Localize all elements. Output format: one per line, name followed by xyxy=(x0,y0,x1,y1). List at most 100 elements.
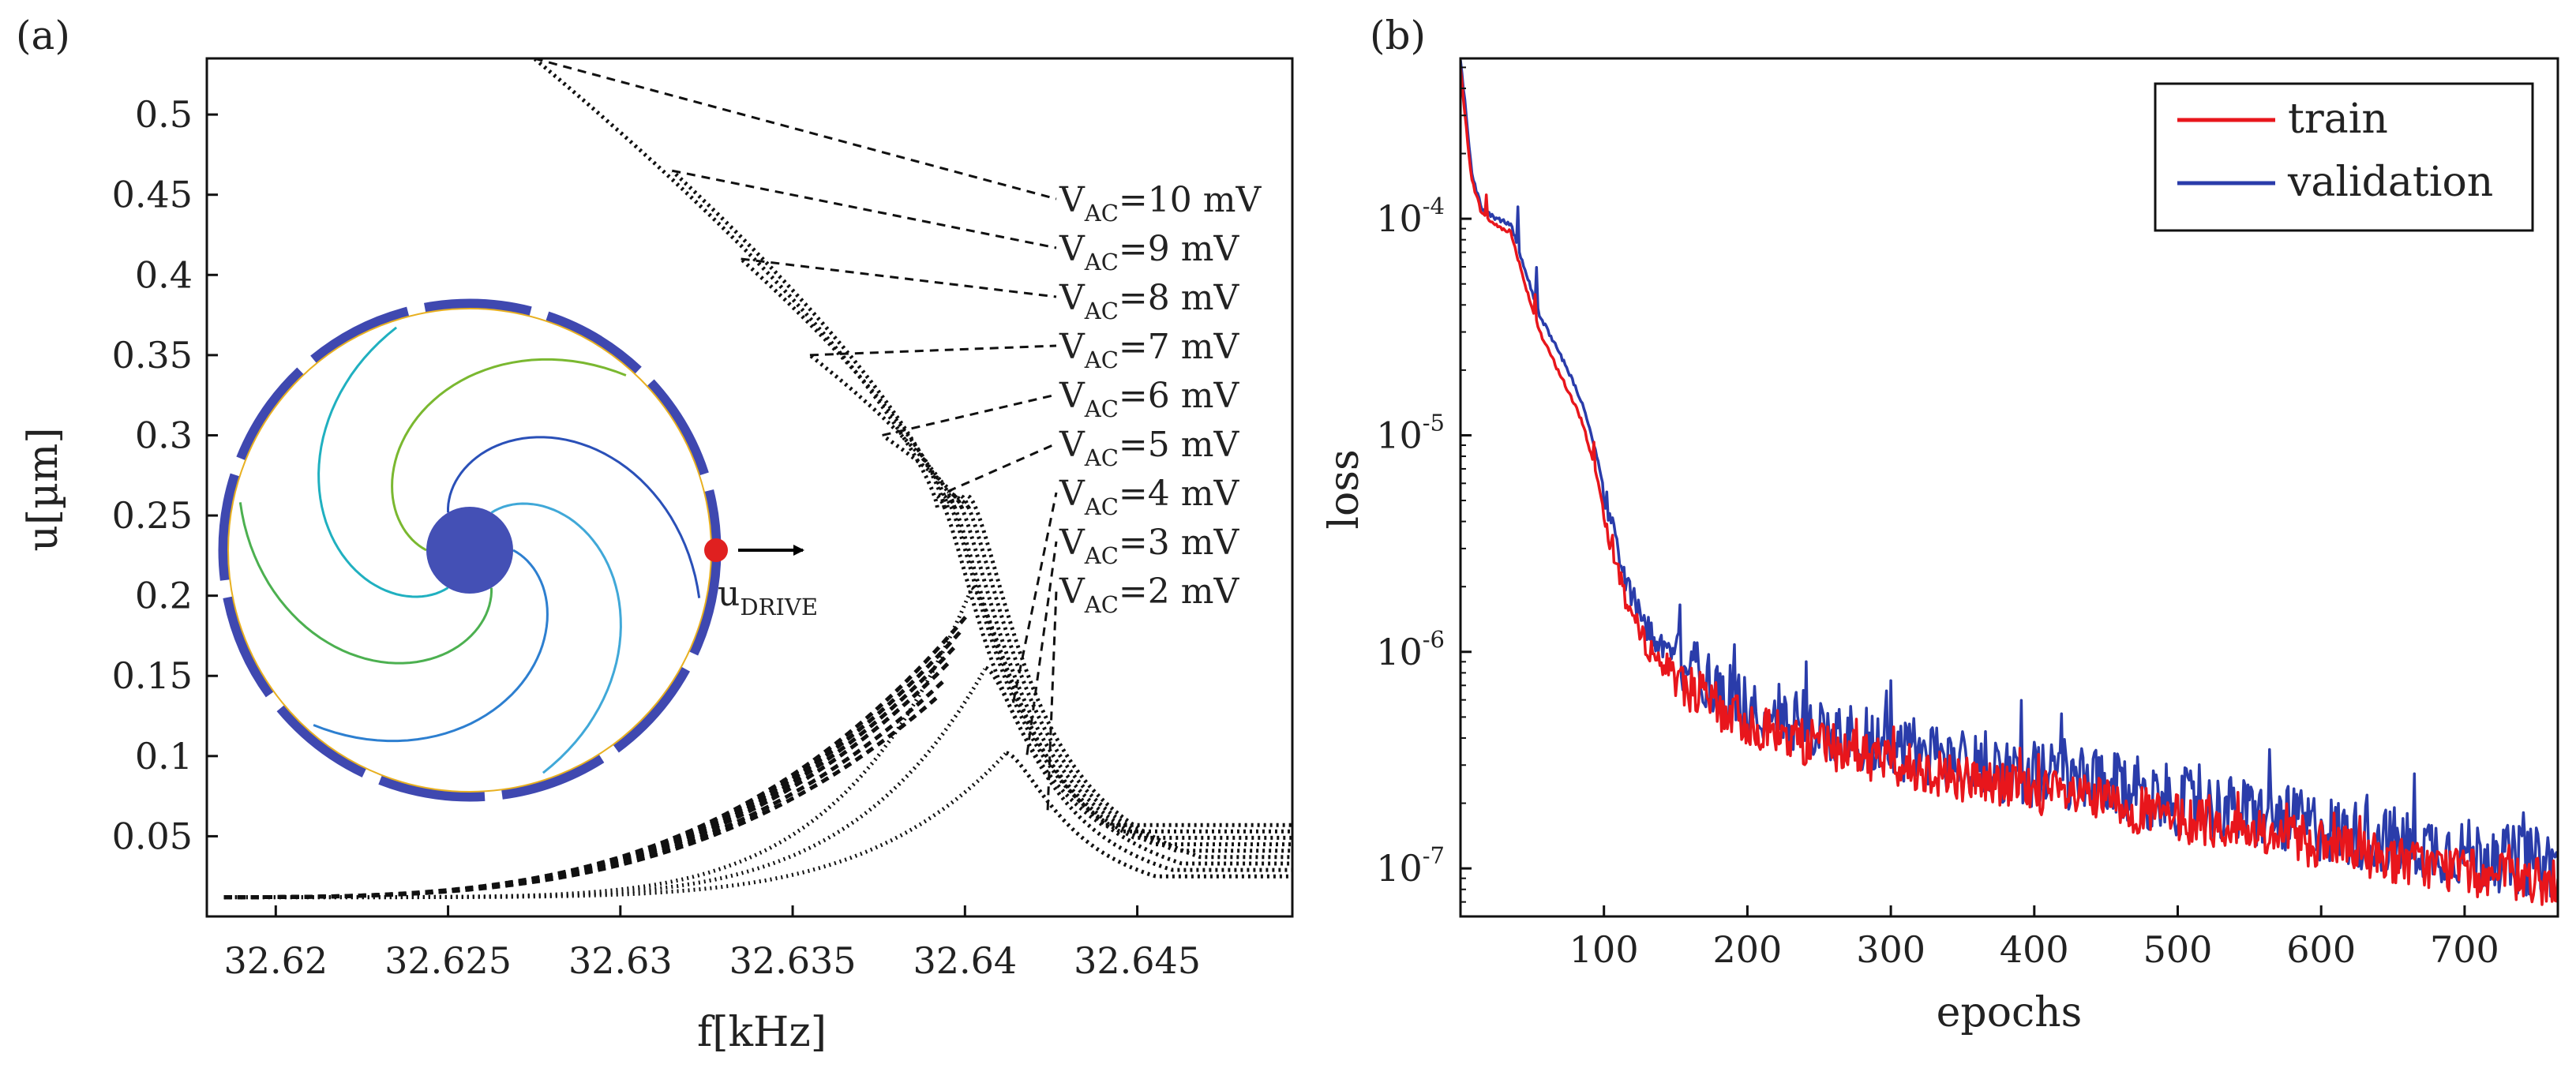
a-xtick-label: 32.625 xyxy=(384,939,512,982)
b-xtick-label: 700 xyxy=(2430,928,2499,971)
a-leader-line xyxy=(882,393,1057,437)
a-series-lower-branch xyxy=(223,752,1007,900)
a-ytick-label: 0.35 xyxy=(112,334,193,377)
a-series-curve xyxy=(223,58,1292,900)
a-series-upper-branch xyxy=(739,257,950,508)
inset-drive-label: uDRIVE xyxy=(718,574,818,620)
a-series-curve xyxy=(223,586,1292,900)
inset-hub xyxy=(426,507,513,594)
a-ytick-label: 0.5 xyxy=(135,93,193,136)
a-leader-line xyxy=(809,344,1057,357)
panel-a-leader-lines xyxy=(534,57,1058,811)
a-series-upper-branch xyxy=(808,353,957,508)
a-series-right-branch xyxy=(943,494,1292,834)
a-leader-line xyxy=(1046,590,1058,811)
a-series-label: VAC=7 mV xyxy=(1059,327,1239,373)
a-xtick-label: 32.63 xyxy=(568,939,673,982)
a-leader-line xyxy=(671,169,1057,249)
inset-spoke xyxy=(238,502,493,665)
a-leader-line xyxy=(1011,492,1058,703)
a-series-curve xyxy=(223,489,1292,900)
b-ytick-label: 10-7 xyxy=(1376,842,1445,890)
a-xtick-label: 32.635 xyxy=(729,939,857,982)
a-series-right-branch xyxy=(984,665,1292,872)
a-ytick-label: 0.2 xyxy=(135,575,193,617)
a-ytick-label: 0.25 xyxy=(112,494,193,537)
a-series-label: VAC=9 mV xyxy=(1059,229,1239,275)
panel-b-plot xyxy=(1460,60,2558,906)
b-xtick-label: 500 xyxy=(2143,928,2213,971)
b-ytick-label: 10-5 xyxy=(1376,409,1445,456)
inset-spoke xyxy=(490,502,622,774)
a-leader-line xyxy=(534,57,1057,200)
a-ytick-label: 0.45 xyxy=(112,174,193,216)
a-leader-line xyxy=(741,257,1057,298)
b-xtick-label: 200 xyxy=(1712,928,1782,971)
panel-b-legend: train validation xyxy=(2154,82,2534,232)
a-ytick-label: 0.1 xyxy=(135,735,193,778)
a-series-label: VAC=3 mV xyxy=(1059,523,1239,569)
inset-spoke xyxy=(447,436,701,598)
inset-spoke xyxy=(313,549,549,743)
a-xtick-label: 32.645 xyxy=(1074,939,1201,982)
a-series-lower-branch xyxy=(223,612,970,900)
panel-a-ylabel: u[µm] xyxy=(20,427,67,551)
a-leader-line xyxy=(1026,541,1058,755)
panel-b-ticks: 100 200 300 400 500 600 700 10-7 10-6 10-5 10-4 xyxy=(1376,66,2499,971)
inset-spoke xyxy=(317,326,449,598)
a-series-curve xyxy=(223,751,1292,900)
panel-a-label: (a) xyxy=(16,13,70,58)
panel-a-ticks: 32.62 32.625 32.63 32.635 32.64 32.645 0.05 0.1… xyxy=(112,93,1201,982)
a-series-label: VAC=4 mV xyxy=(1059,474,1239,520)
a-ytick-label: 0.3 xyxy=(135,414,193,456)
a-series-label: VAC=2 mV xyxy=(1059,571,1239,618)
a-ytick-label: 0.15 xyxy=(112,654,193,697)
panel-a-axes-box xyxy=(205,57,1294,918)
b-xtick-label: 400 xyxy=(2000,928,2069,971)
b-xtick-label: 600 xyxy=(2286,928,2356,971)
b-xtick-label: 300 xyxy=(1856,928,1925,971)
a-series-curve xyxy=(223,665,1292,900)
a-series-lower-branch xyxy=(223,661,950,900)
a-series-label: VAC=10 mV xyxy=(1059,180,1262,227)
legend-validation-label: validation xyxy=(2287,159,2493,206)
a-series-label: VAC=6 mV xyxy=(1059,376,1239,422)
panel-a-plot xyxy=(223,58,1292,900)
a-series-upper-branch xyxy=(882,434,964,508)
panel-b-label: (b) xyxy=(1370,13,1426,58)
b-series-train-line xyxy=(1460,68,2558,906)
panel-b-ylabel: loss xyxy=(1321,449,1368,529)
a-series-right-branch xyxy=(1006,751,1292,879)
a-series-lower-branch xyxy=(223,695,939,900)
a-series-right-branch xyxy=(936,494,1292,827)
b-xtick-label: 100 xyxy=(1569,928,1639,971)
a-series-right-branch xyxy=(947,494,1292,840)
a-series-lower-branch xyxy=(223,588,973,900)
panel-b-axes-box xyxy=(1459,57,2559,918)
inset-drive-point xyxy=(704,538,728,562)
a-series-label: VAC=8 mV xyxy=(1059,278,1239,324)
a-series-right-branch xyxy=(967,494,1292,860)
a-xtick-label: 32.62 xyxy=(223,939,328,982)
a-ytick-label: 0.4 xyxy=(135,253,193,296)
a-ytick-label: 0.05 xyxy=(112,815,193,857)
resonator-inset: uDRIVE xyxy=(218,298,818,802)
a-series-upper-branch xyxy=(947,489,970,509)
a-series-upper-branch xyxy=(671,170,947,508)
a-xtick-label: 32.64 xyxy=(913,939,1017,982)
a-series-lower-branch xyxy=(223,679,946,900)
a-series-right-branch xyxy=(960,494,1292,853)
panel-b-xlabel: epochs xyxy=(1937,989,2083,1036)
panel-a-xlabel: f[kHz] xyxy=(697,1009,827,1056)
a-series-label: VAC=5 mV xyxy=(1059,425,1239,471)
a-series-right-branch xyxy=(970,586,1292,866)
a-series-upper-branch xyxy=(533,58,939,508)
legend-train-label: train xyxy=(2288,96,2388,143)
a-leader-line xyxy=(947,442,1057,493)
inset-spoke xyxy=(391,358,627,552)
b-ytick-label: 10-6 xyxy=(1376,626,1445,673)
a-series-right-branch xyxy=(953,494,1292,847)
b-ytick-label: 10-4 xyxy=(1376,193,1445,240)
